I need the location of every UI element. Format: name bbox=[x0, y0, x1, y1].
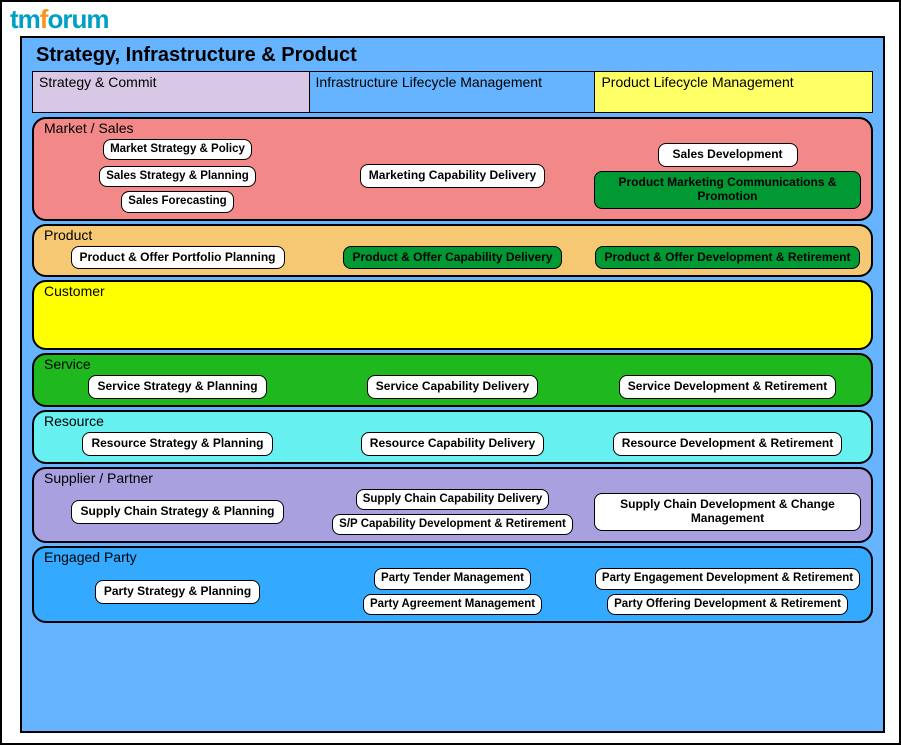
row-title-resource: Resource bbox=[44, 412, 861, 432]
cell-sales-forecasting: Sales Forecasting bbox=[121, 191, 233, 212]
engaged-seg1: Party Strategy & Planning bbox=[44, 568, 311, 614]
service-seg3: Service Development & Retirement bbox=[594, 375, 861, 399]
main-title: Strategy, Infrastructure & Product bbox=[36, 44, 873, 67]
cell-supply-chain-capability: Supply Chain Capability Delivery bbox=[356, 489, 550, 510]
tmforum-logo: tmforum bbox=[10, 4, 108, 35]
logo-orum: orum bbox=[47, 4, 108, 34]
cell-supply-chain-dev-change: Supply Chain Development & Change Manage… bbox=[594, 493, 861, 531]
cell-sp-capability-dev-retire: S/P Capability Development & Retirement bbox=[332, 514, 573, 535]
cell-marketing-capability-delivery: Marketing Capability Delivery bbox=[360, 164, 545, 188]
row-body-engaged: Party Strategy & Planning Party Tender M… bbox=[44, 568, 861, 614]
row-customer: Customer bbox=[32, 280, 873, 350]
cell-resource-strategy-planning: Resource Strategy & Planning bbox=[82, 432, 272, 456]
cell-service-dev-retirement: Service Development & Retirement bbox=[619, 375, 836, 399]
row-supplier-partner: Supplier / Partner Supply Chain Strategy… bbox=[32, 467, 873, 543]
supplier-seg1: Supply Chain Strategy & Planning bbox=[44, 489, 311, 535]
supplier-seg2: Supply Chain Capability Delivery S/P Cap… bbox=[319, 489, 586, 535]
col-product-lifecycle: Product Lifecycle Management bbox=[595, 71, 873, 113]
row-body-supplier: Supply Chain Strategy & Planning Supply … bbox=[44, 489, 861, 535]
product-seg1: Product & Offer Portfolio Planning bbox=[44, 246, 311, 270]
market-seg3: Sales Development Product Marketing Comm… bbox=[594, 139, 861, 213]
row-body-product: Product & Offer Portfolio Planning Produ… bbox=[44, 246, 861, 270]
cell-resource-dev-retirement: Resource Development & Retirement bbox=[613, 432, 842, 456]
row-body-resource: Resource Strategy & Planning Resource Ca… bbox=[44, 432, 861, 456]
resource-seg1: Resource Strategy & Planning bbox=[44, 432, 311, 456]
row-title-market: Market / Sales bbox=[44, 119, 861, 139]
supplier-seg3: Supply Chain Development & Change Manage… bbox=[594, 489, 861, 535]
cell-party-offering-dev: Party Offering Development & Retirement bbox=[607, 594, 848, 615]
engaged-seg3: Party Engagement Development & Retiremen… bbox=[594, 568, 861, 614]
col-strategy-commit: Strategy & Commit bbox=[32, 71, 310, 113]
row-title-product: Product bbox=[44, 226, 861, 246]
row-title-engaged: Engaged Party bbox=[44, 548, 861, 568]
cell-service-strategy-planning: Service Strategy & Planning bbox=[88, 375, 266, 399]
row-title-service: Service bbox=[44, 355, 861, 375]
cell-party-agreement-mgmt: Party Agreement Management bbox=[363, 594, 542, 615]
col-infra-lifecycle: Infrastructure Lifecycle Management bbox=[310, 71, 596, 113]
cell-product-offer-capability: Product & Offer Capability Delivery bbox=[343, 246, 561, 270]
market-seg2: Marketing Capability Delivery bbox=[319, 139, 586, 213]
resource-seg3: Resource Development & Retirement bbox=[594, 432, 861, 456]
row-body-service: Service Strategy & Planning Service Capa… bbox=[44, 375, 861, 399]
main-panel: Strategy, Infrastructure & Product Strat… bbox=[20, 36, 885, 733]
column-headers: Strategy & Commit Infrastructure Lifecyc… bbox=[32, 71, 873, 113]
etom-diagram: tmforum Strategy, Infrastructure & Produ… bbox=[0, 0, 901, 745]
row-resource: Resource Resource Strategy & Planning Re… bbox=[32, 410, 873, 464]
product-seg3: Product & Offer Development & Retirement bbox=[594, 246, 861, 270]
row-product: Product Product & Offer Portfolio Planni… bbox=[32, 224, 873, 278]
cell-product-marketing-comms: Product Marketing Communications & Promo… bbox=[594, 171, 861, 209]
market-seg1: Market Strategy & Policy Sales Strategy … bbox=[44, 139, 311, 213]
service-seg2: Service Capability Delivery bbox=[319, 375, 586, 399]
row-market-sales: Market / Sales Market Strategy & Policy … bbox=[32, 117, 873, 221]
row-title-customer: Customer bbox=[44, 282, 861, 302]
cell-product-offer-portfolio: Product & Offer Portfolio Planning bbox=[71, 246, 285, 270]
row-engaged-party: Engaged Party Party Strategy & Planning … bbox=[32, 546, 873, 622]
product-seg2: Product & Offer Capability Delivery bbox=[319, 246, 586, 270]
cell-party-strategy-planning: Party Strategy & Planning bbox=[95, 580, 260, 604]
cell-party-tender-mgmt: Party Tender Management bbox=[374, 568, 531, 589]
cell-resource-capability-delivery: Resource Capability Delivery bbox=[361, 432, 544, 456]
row-body-market: Market Strategy & Policy Sales Strategy … bbox=[44, 139, 861, 213]
cell-sales-development: Sales Development bbox=[658, 143, 798, 167]
cell-market-strategy-policy: Market Strategy & Policy bbox=[103, 139, 252, 160]
cell-sales-strategy-planning: Sales Strategy & Planning bbox=[99, 166, 256, 187]
cell-service-capability-delivery: Service Capability Delivery bbox=[367, 375, 538, 399]
engaged-seg2: Party Tender Management Party Agreement … bbox=[319, 568, 586, 614]
row-title-supplier: Supplier / Partner bbox=[44, 469, 861, 489]
row-service: Service Service Strategy & Planning Serv… bbox=[32, 353, 873, 407]
service-seg1: Service Strategy & Planning bbox=[44, 375, 311, 399]
resource-seg2: Resource Capability Delivery bbox=[319, 432, 586, 456]
cell-product-offer-dev-retire: Product & Offer Development & Retirement bbox=[595, 246, 859, 270]
cell-party-engagement-dev: Party Engagement Development & Retiremen… bbox=[595, 568, 860, 589]
cell-supply-chain-strategy: Supply Chain Strategy & Planning bbox=[71, 500, 283, 524]
logo-tm: tm bbox=[10, 4, 40, 34]
